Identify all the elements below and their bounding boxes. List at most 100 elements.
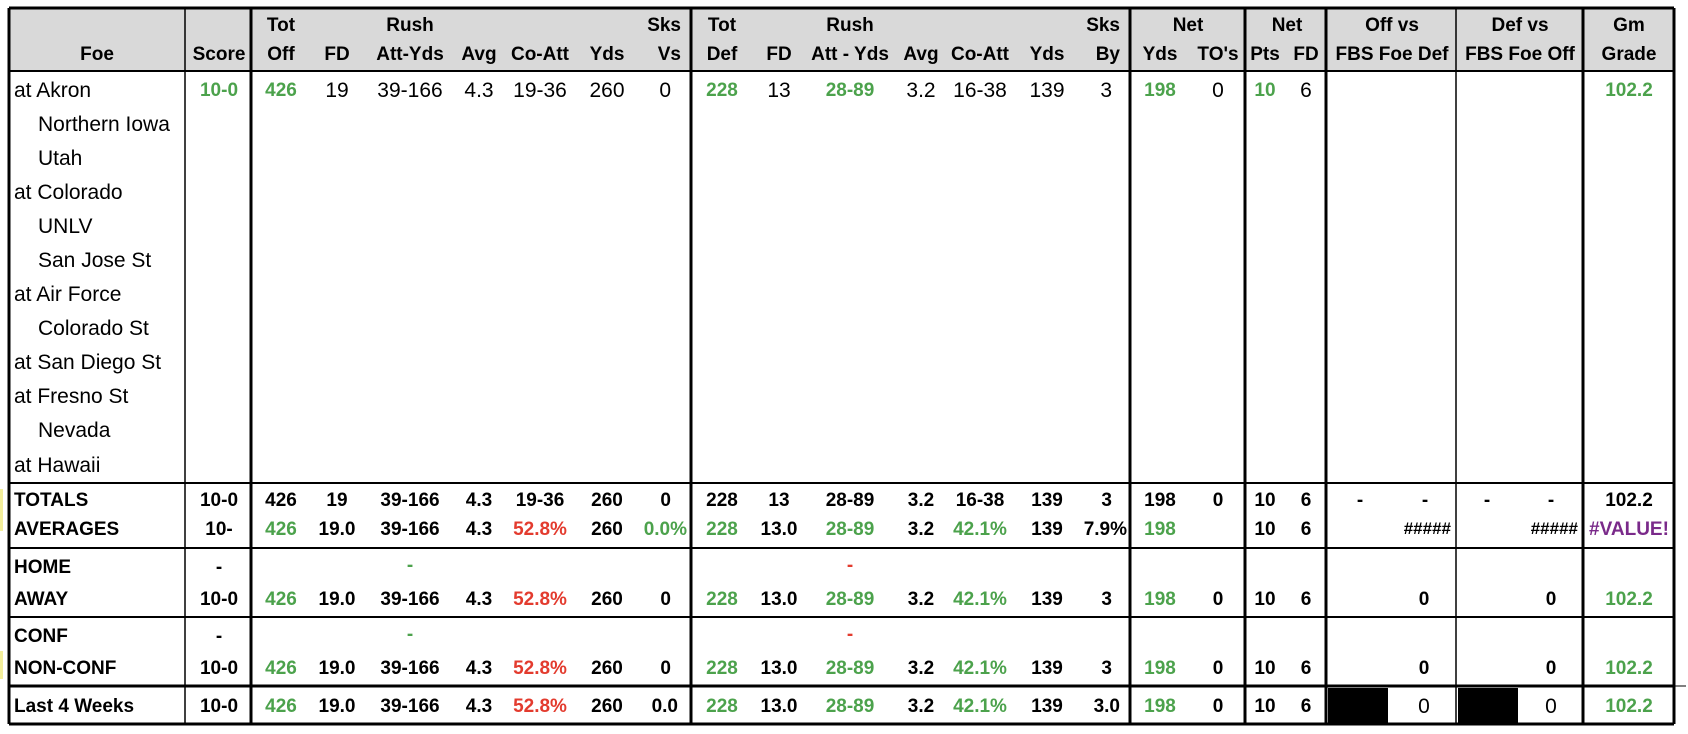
away-co-att: 52.8% bbox=[513, 589, 567, 610]
game-sks-by: 3 bbox=[1100, 79, 1112, 102]
nonconf-tot-def: 228 bbox=[706, 658, 738, 679]
averages-sks-by: 7.9% bbox=[1083, 519, 1127, 540]
totals-tot-off: 426 bbox=[265, 490, 297, 511]
foe-name: San Jose St bbox=[38, 249, 152, 272]
away-score: 10-0 bbox=[199, 589, 239, 610]
last4-pts: 10 bbox=[1254, 696, 1276, 717]
last4-avg-def: 3.2 bbox=[907, 696, 935, 717]
last4-def-vs: 0 bbox=[1545, 695, 1557, 718]
hdr-sks: Sks bbox=[647, 15, 681, 36]
nonconf-tot-off: 426 bbox=[265, 658, 297, 679]
last4-yds-def: 139 bbox=[1031, 696, 1063, 717]
averages-co-att-def: 42.1% bbox=[953, 519, 1007, 540]
edge-highlight bbox=[0, 651, 3, 679]
hdr-pts: Pts bbox=[1250, 44, 1280, 65]
averages-net-yds: 198 bbox=[1144, 519, 1176, 540]
game-tos: 0 bbox=[1212, 79, 1224, 102]
averages-grade: #VALUE! bbox=[1589, 519, 1669, 540]
foe-name: at Fresno St bbox=[14, 385, 129, 408]
game-yds-def: 139 bbox=[1029, 79, 1065, 102]
header-background bbox=[9, 9, 1674, 71]
hdr-rush: Rush bbox=[386, 15, 434, 36]
home-score: - bbox=[215, 557, 223, 578]
totals-score: 10-0 bbox=[199, 490, 239, 511]
away-net-yds: 198 bbox=[1144, 589, 1176, 610]
averages-fd-def: 13.0 bbox=[760, 519, 798, 540]
hdr-net-yds: Yds bbox=[1142, 44, 1178, 65]
foe-name: at Hawaii bbox=[14, 454, 101, 477]
averages-rush-def: 28-89 bbox=[825, 519, 875, 540]
hdr-def-vs: Def vs bbox=[1491, 15, 1549, 36]
last4-tos: 0 bbox=[1212, 696, 1224, 717]
last4-fd: 19.0 bbox=[318, 696, 356, 717]
away-pts: 10 bbox=[1254, 589, 1276, 610]
totals-sks-by: 3 bbox=[1101, 490, 1112, 511]
totals-co-att: 19-36 bbox=[515, 490, 565, 511]
hdr-yds: Yds bbox=[589, 44, 625, 65]
hdr-net: Net bbox=[1172, 15, 1204, 36]
nonconf-fd: 19.0 bbox=[318, 658, 356, 679]
averages-yds-def: 139 bbox=[1031, 519, 1063, 540]
foe-name: at Akron bbox=[14, 79, 92, 102]
last4-net-fd: 6 bbox=[1300, 696, 1312, 717]
hdr-rush-def: Rush bbox=[826, 15, 874, 36]
game-avg: 4.3 bbox=[464, 79, 494, 102]
black-cell-def bbox=[1458, 688, 1518, 723]
conf-rush: - bbox=[406, 624, 414, 645]
game-pts: 10 bbox=[1254, 80, 1276, 101]
hdr-avg-def: Avg bbox=[903, 44, 939, 65]
nonconf-co-att-def: 42.1% bbox=[953, 658, 1007, 679]
nonconf-label: NON-CONF bbox=[14, 658, 117, 679]
home-label: HOME bbox=[14, 557, 71, 578]
nonconf-tos: 0 bbox=[1212, 658, 1224, 679]
last4-sks-vs: 0.0 bbox=[651, 696, 678, 717]
totals-label: TOTALS bbox=[14, 490, 89, 511]
nonconf-net-fd: 6 bbox=[1300, 658, 1312, 679]
away-off-vs: 0 bbox=[1418, 589, 1430, 610]
foe-name: Nevada bbox=[38, 419, 111, 442]
averages-yds: 260 bbox=[591, 519, 623, 540]
averages-sks-vs: 0.0% bbox=[643, 519, 687, 540]
hdr-avg: Avg bbox=[461, 44, 497, 65]
hdr-off: Off bbox=[267, 44, 295, 65]
totals-off-vs-a: - bbox=[1356, 490, 1364, 511]
game-rush-def: 28-89 bbox=[825, 80, 875, 101]
away-avg: 4.3 bbox=[465, 589, 493, 610]
averages-net-fd: 6 bbox=[1300, 519, 1312, 540]
last4-score: 10-0 bbox=[199, 696, 239, 717]
hdr-tot-def: Tot bbox=[707, 15, 737, 36]
averages-score: 10- bbox=[205, 519, 233, 540]
last4-co-att: 52.8% bbox=[513, 696, 567, 717]
nonconf-score: 10-0 bbox=[199, 658, 239, 679]
away-sks-by: 3 bbox=[1101, 589, 1112, 610]
game-net-fd: 6 bbox=[1300, 79, 1312, 102]
totals-rush: 39-166 bbox=[380, 490, 440, 511]
away-tot-def: 228 bbox=[706, 589, 738, 610]
nonconf-avg: 4.3 bbox=[465, 658, 493, 679]
hdr-off-vs: Off vs bbox=[1365, 15, 1419, 36]
conf-label: CONF bbox=[14, 626, 68, 647]
home-rush: - bbox=[406, 555, 414, 576]
game-tot-off: 426 bbox=[265, 80, 297, 101]
away-yds-def: 139 bbox=[1031, 589, 1063, 610]
foe-name: at San Diego St bbox=[14, 351, 162, 374]
averages-rush: 39-166 bbox=[380, 519, 440, 540]
averages-off-vs: ##### bbox=[1403, 519, 1451, 538]
nonconf-sks-by: 3 bbox=[1101, 658, 1112, 679]
totals-fd-def: 13 bbox=[768, 490, 790, 511]
game-grade: 102.2 bbox=[1605, 80, 1653, 101]
foe-name: at Air Force bbox=[14, 283, 122, 306]
away-label: AWAY bbox=[14, 589, 69, 610]
hdr-vs: Vs bbox=[657, 44, 681, 65]
hdr-fbs-foe-def: FBS Foe Def bbox=[1335, 44, 1449, 65]
averages-tot-def: 228 bbox=[706, 519, 738, 540]
nonconf-co-att: 52.8% bbox=[513, 658, 567, 679]
nonconf-sks-vs: 0 bbox=[660, 658, 671, 679]
last4-label: Last 4 Weeks bbox=[14, 696, 135, 717]
totals-tos: 0 bbox=[1212, 490, 1224, 511]
black-cell-off bbox=[1328, 688, 1388, 723]
last4-avg: 4.3 bbox=[465, 696, 493, 717]
foe-name: at Colorado bbox=[14, 181, 123, 204]
hdr-sks-by: Sks bbox=[1086, 15, 1120, 36]
